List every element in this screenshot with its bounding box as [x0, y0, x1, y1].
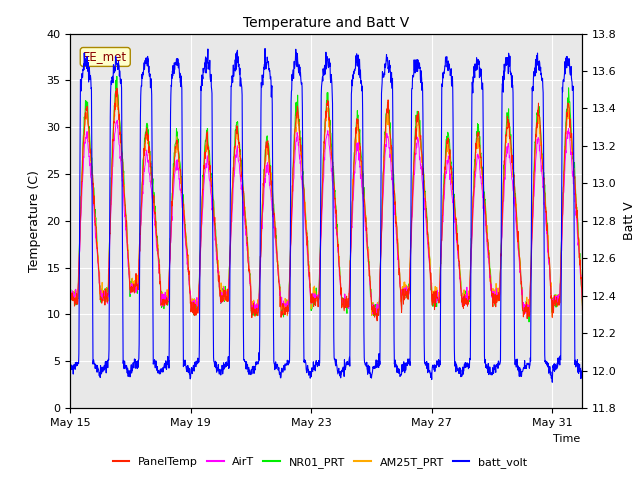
Y-axis label: Batt V: Batt V: [623, 202, 636, 240]
X-axis label: Time: Time: [554, 434, 580, 444]
Y-axis label: Temperature (C): Temperature (C): [28, 170, 41, 272]
Text: EE_met: EE_met: [83, 50, 127, 63]
Title: Temperature and Batt V: Temperature and Batt V: [243, 16, 410, 30]
Legend: PanelTemp, AirT, NR01_PRT, AM25T_PRT, batt_volt: PanelTemp, AirT, NR01_PRT, AM25T_PRT, ba…: [108, 452, 532, 472]
